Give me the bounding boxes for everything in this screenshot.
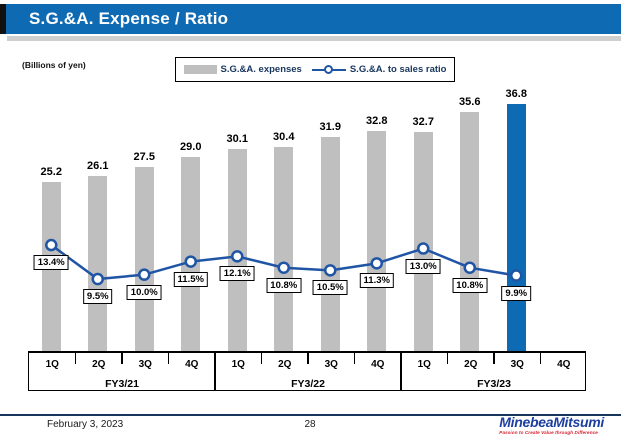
quarter-label: 1Q [231,358,245,370]
footer-divider [0,414,621,416]
legend-item-ratio: S.G.&A. to sales ratio [311,64,447,75]
page-title: S.G.&A. Expense / Ratio [29,9,229,28]
units-label: (Billions of yen) [22,60,86,70]
quarter-label: 2Q [92,358,106,370]
ratio-marker [231,250,244,263]
quarter-tick [539,353,542,364]
fiscal-year-separator [400,353,402,390]
quarter-label: 1Q [45,358,59,370]
logo-tagline: Passion to Create Value through Differen… [499,430,598,435]
ratio-marker [45,238,58,252]
quarter-tick [121,353,123,364]
quarter-label: 3Q [138,358,152,370]
quarter-label: 3Q [324,358,338,370]
quarter-label: 4Q [185,358,199,370]
title-bar: S.G.&A. Expense / Ratio [0,4,621,34]
quarter-label: 4Q [557,358,571,370]
title-bar-edge [0,4,6,34]
quarter-label: 3Q [510,358,524,370]
footer-date: February 3, 2023 [47,419,124,430]
quarter-tick [307,353,309,364]
ratio-marker [463,261,476,274]
quarter-tick [353,353,356,364]
legend-ratio-label: S.G.&A. to sales ratio [349,64,447,75]
quarter-tick [74,353,77,364]
fiscal-year-label: FY3/21 [105,377,139,390]
x-axis-table: 1Q 2Q 3Q 4Q 1Q 2Q 3Q 4Q 1Q 2Q 3Q 4Q FY3/21 FY3/22 FY3/… [28,351,586,391]
quarter-tick [493,353,495,364]
legend-item-expenses: S.G.&A. expenses [183,64,302,75]
fiscal-year-separator [214,353,216,390]
quarter-label: 1Q [417,358,431,370]
fiscal-year-label: FY3/22 [291,377,325,390]
chart-legend: S.G.&A. expenses S.G.&A. to sales ratio [175,57,455,82]
ratio-marker [184,255,197,268]
bar-swatch-icon [183,65,217,74]
quarter-label: 2Q [278,358,292,370]
fiscal-year-label: FY3/23 [477,377,511,390]
ratio-marker [510,269,523,282]
quarter-label: 4Q [371,358,385,370]
quarter-label: 2Q [464,358,478,370]
company-logo: MinebeaMitsumi Passion to Create Value t… [499,414,604,435]
ratio-marker [91,272,104,286]
page-number: 28 [304,419,316,430]
legend-expenses-label: S.G.&A. expenses [220,64,302,75]
logo-text: MinebeaMitsumi [499,414,604,430]
quarter-tick [167,353,170,364]
title-bar-shadow [7,36,621,41]
line-marker-swatch-icon [311,65,346,74]
quarter-tick [260,353,263,364]
ratio-marker [277,261,290,274]
quarter-tick [446,353,449,364]
ratio-marker [370,257,383,270]
ratio-marker [324,264,337,277]
ratio-marker [417,242,430,255]
ratio-marker [138,268,151,281]
